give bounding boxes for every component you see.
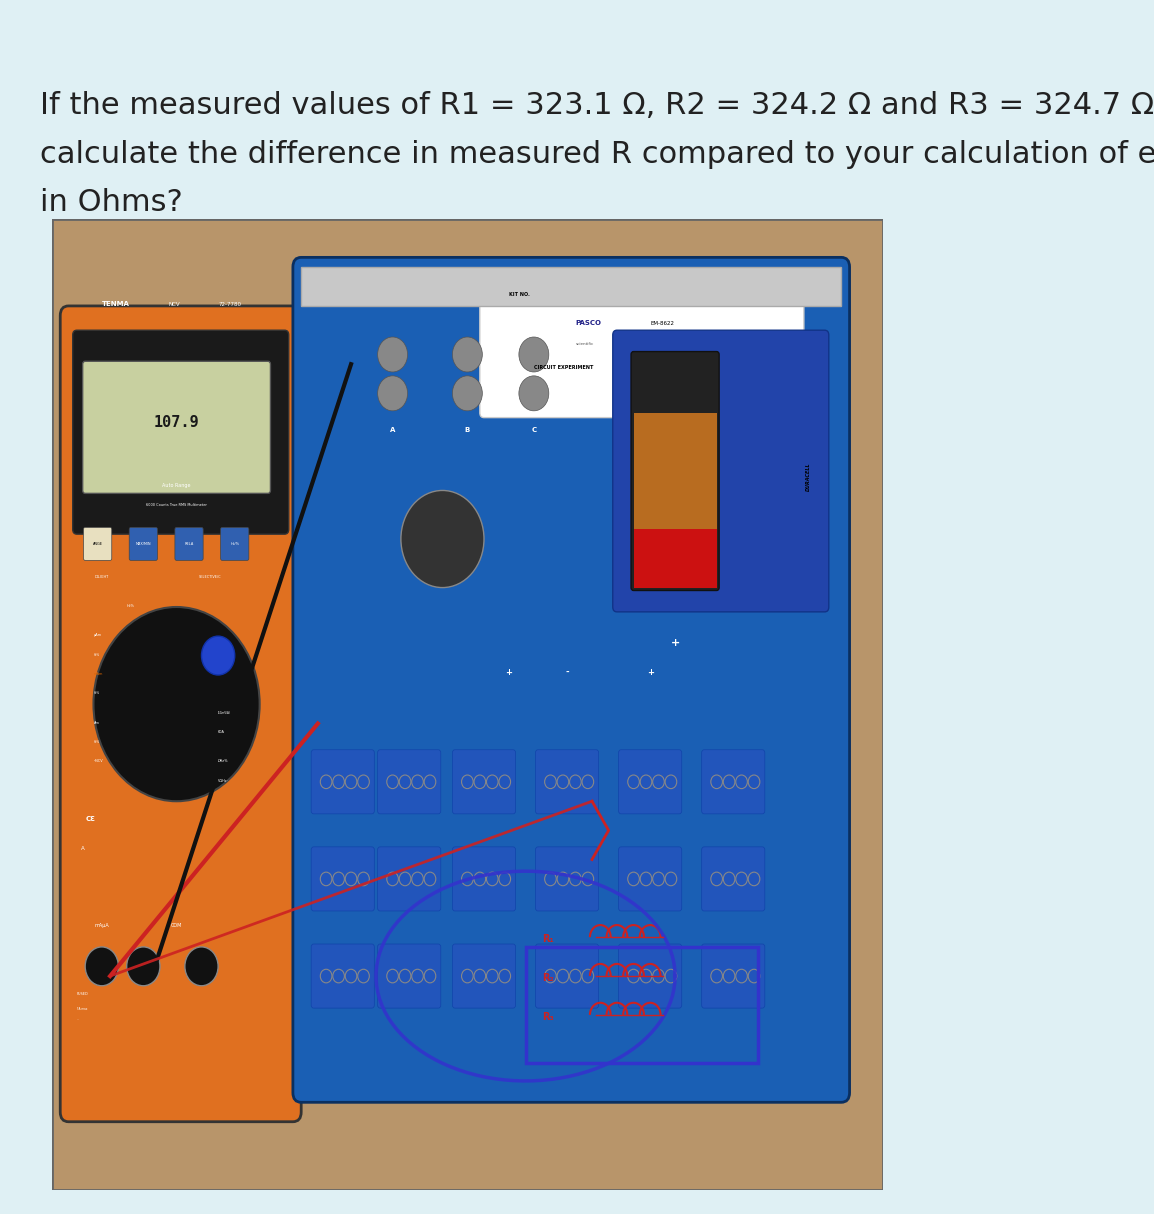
Text: Am: Am [93, 721, 99, 725]
Text: Hz%: Hz% [93, 692, 99, 696]
Text: -: - [565, 668, 569, 677]
FancyBboxPatch shape [619, 944, 682, 1008]
Text: 6000 Counts True RMS Multimeter: 6000 Counts True RMS Multimeter [147, 503, 207, 507]
FancyBboxPatch shape [377, 750, 441, 813]
Text: 5A max: 5A max [77, 1008, 88, 1011]
FancyBboxPatch shape [293, 257, 849, 1102]
Circle shape [202, 636, 234, 675]
Text: NCV: NCV [168, 302, 180, 307]
Circle shape [93, 607, 260, 801]
Text: •NCV: •NCV [93, 760, 103, 764]
Text: 107.9: 107.9 [153, 415, 200, 430]
FancyBboxPatch shape [702, 944, 765, 1008]
Text: A: A [81, 846, 84, 851]
FancyBboxPatch shape [702, 750, 765, 813]
Text: B: B [465, 427, 470, 433]
Text: ΩHz%: ΩHz% [218, 760, 228, 764]
FancyBboxPatch shape [60, 306, 301, 1122]
FancyBboxPatch shape [702, 847, 765, 910]
Text: +: + [670, 637, 680, 648]
FancyBboxPatch shape [83, 362, 270, 493]
Text: Hz/%: Hz/% [231, 541, 239, 546]
Text: 60A: 60A [218, 731, 225, 734]
FancyBboxPatch shape [619, 750, 682, 813]
Text: PASCO: PASCO [576, 320, 601, 327]
Text: R₁: R₁ [542, 934, 554, 944]
Text: +: + [646, 668, 653, 677]
Circle shape [400, 490, 484, 588]
Text: SELECTIVE/C: SELECTIVE/C [198, 575, 222, 579]
Bar [301, 267, 841, 306]
Text: VΩHzᶜ: VΩHzᶜ [218, 779, 228, 783]
FancyBboxPatch shape [377, 847, 441, 910]
Circle shape [377, 337, 407, 371]
FancyBboxPatch shape [452, 944, 516, 1008]
Text: If the measured values of R1 = 323.1 Ω, R2 = 324.2 Ω and R3 = 324.7 Ω,: If the measured values of R1 = 323.1 Ω, … [40, 91, 1154, 120]
Text: scientific: scientific [576, 342, 593, 346]
Text: mAμA: mAμA [95, 924, 110, 929]
FancyBboxPatch shape [220, 527, 249, 561]
Text: COM: COM [171, 924, 182, 929]
Text: ...: ... [77, 1017, 80, 1021]
FancyBboxPatch shape [480, 272, 804, 418]
Circle shape [519, 337, 549, 371]
Bar [525, 947, 758, 1063]
FancyBboxPatch shape [619, 847, 682, 910]
Text: R₃: R₃ [542, 1011, 554, 1022]
FancyBboxPatch shape [83, 527, 112, 561]
FancyBboxPatch shape [613, 330, 829, 612]
Text: KIT NO.: KIT NO. [509, 293, 530, 297]
Circle shape [127, 947, 160, 986]
FancyBboxPatch shape [73, 330, 288, 534]
FancyBboxPatch shape [452, 750, 516, 813]
Text: MAX/MIN: MAX/MIN [135, 541, 151, 546]
Text: FUSED: FUSED [77, 993, 89, 997]
Bar [634, 413, 717, 529]
Text: (10mV/A): (10mV/A) [218, 711, 231, 715]
FancyBboxPatch shape [535, 750, 599, 813]
Text: A: A [390, 427, 396, 433]
Text: DILIGHT: DILIGHT [95, 575, 108, 579]
Text: +: + [505, 668, 512, 677]
FancyBboxPatch shape [175, 527, 203, 561]
FancyBboxPatch shape [312, 944, 374, 1008]
Text: RELA: RELA [185, 541, 194, 546]
Text: DURACELL: DURACELL [805, 463, 810, 492]
Bar [634, 529, 717, 588]
Text: Hz%: Hz% [127, 605, 135, 608]
Circle shape [452, 337, 482, 371]
Text: 72-7780: 72-7780 [218, 302, 241, 307]
Circle shape [377, 376, 407, 410]
FancyBboxPatch shape [535, 944, 599, 1008]
Circle shape [85, 947, 119, 986]
FancyBboxPatch shape [312, 750, 374, 813]
FancyBboxPatch shape [535, 847, 599, 910]
Text: CIRCUIT EXPERIMENT: CIRCUIT EXPERIMENT [534, 365, 593, 370]
FancyBboxPatch shape [377, 944, 441, 1008]
FancyBboxPatch shape [129, 527, 157, 561]
FancyBboxPatch shape [631, 352, 719, 590]
Text: Auto Range: Auto Range [163, 483, 190, 488]
Text: mAm: mAm [93, 673, 103, 676]
Text: ANGE: ANGE [92, 541, 103, 546]
FancyBboxPatch shape [452, 847, 516, 910]
Text: R₂: R₂ [542, 972, 554, 983]
Text: in Ohms?: in Ohms? [40, 188, 183, 217]
Circle shape [452, 376, 482, 410]
Text: μAm: μAm [93, 634, 102, 637]
Text: Hz%: Hz% [93, 741, 99, 744]
Text: EM-8622: EM-8622 [650, 322, 674, 327]
Text: calculate the difference in measured R compared to your calculation of equivalen: calculate the difference in measured R c… [40, 140, 1154, 169]
Text: C: C [531, 427, 537, 433]
Text: CƐ: CƐ [85, 816, 95, 822]
Text: Hz%: Hz% [93, 653, 99, 657]
Text: TENMA: TENMA [102, 301, 129, 307]
Circle shape [185, 947, 218, 986]
Circle shape [519, 376, 549, 410]
FancyBboxPatch shape [312, 847, 374, 910]
